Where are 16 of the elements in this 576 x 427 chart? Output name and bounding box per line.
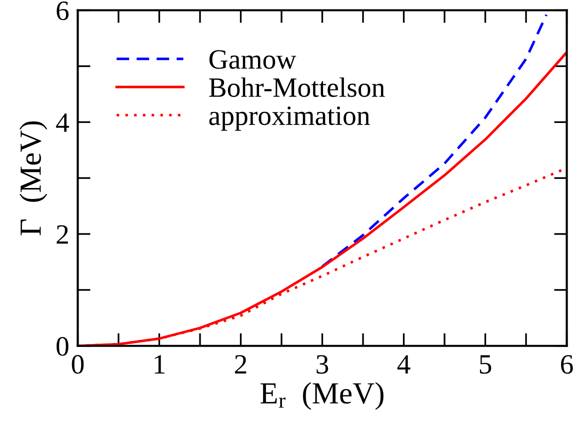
x-tick-label: 2 — [235, 355, 246, 374]
x-tick-label: 6 — [561, 355, 573, 374]
legend-label: Bohr-Mottelson — [209, 77, 385, 97]
x-tick-label: 5 — [480, 355, 492, 374]
y-tick-label: 4 — [56, 113, 69, 132]
x-tick-label: 4 — [397, 355, 410, 374]
x-tick-label: 3 — [316, 355, 328, 374]
x-tick-label: 1 — [154, 355, 165, 374]
y-axis-title: Γ (MeV) — [19, 121, 48, 236]
y-tick-label: 6 — [56, 1, 69, 20]
x-tick-label: 0 — [72, 355, 84, 374]
y-tick-label: 0 — [56, 337, 68, 356]
legend-label: Gamow — [209, 50, 296, 69]
y-tick-label: 2 — [56, 225, 68, 244]
legend-label: approximation — [209, 106, 370, 131]
x-axis-title: E$_{r}$ (MeV) — [260, 382, 384, 410]
